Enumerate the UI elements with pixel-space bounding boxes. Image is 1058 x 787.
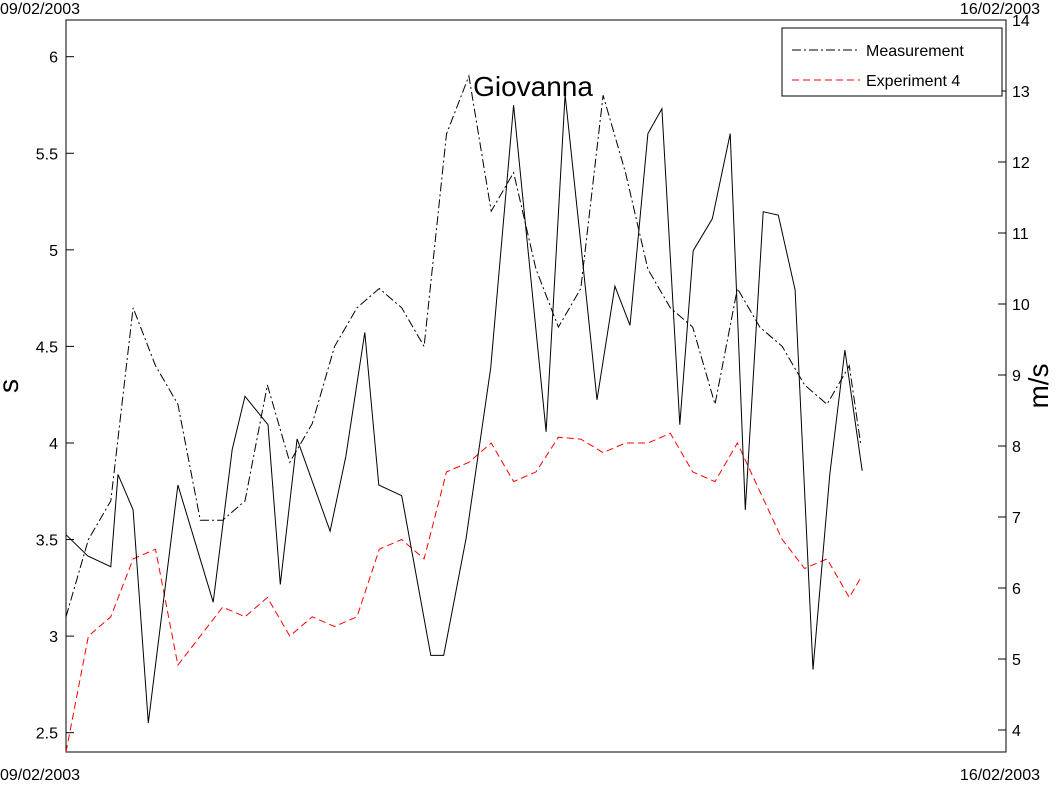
y-tick-label: 5.5	[36, 146, 58, 163]
y2-tick-label: 5	[1012, 652, 1021, 669]
y-tick-label: 6	[49, 50, 58, 67]
series-line	[65, 74, 861, 617]
y-tick-label: 3.5	[36, 533, 58, 550]
y2-tick-label: 10	[1012, 297, 1030, 314]
plot-frame	[65, 19, 1007, 753]
y2-tick-label: 13	[1012, 84, 1030, 101]
annotation: Giovanna	[473, 71, 593, 102]
legend-box	[781, 27, 1003, 97]
y2-tick-label: 9	[1012, 368, 1021, 385]
series-line	[65, 94, 863, 723]
y2-tick-label: 11	[1012, 226, 1029, 243]
y-axis-label: s	[0, 379, 24, 393]
legend-label: Measurement	[866, 43, 964, 60]
y2-tick-label: 7	[1012, 510, 1021, 527]
y2-axis-label: m/s	[1023, 363, 1054, 408]
x-tick-label-top: 16/02/2003	[960, 1, 1040, 18]
series-line	[65, 432, 861, 753]
y-tick-label: 4.5	[36, 339, 58, 356]
y2-tick-label: 14	[1012, 13, 1030, 30]
x-tick-label-top: 09/02/2003	[0, 1, 80, 18]
y2-tick-label: 12	[1012, 155, 1030, 172]
y-tick-label: 3	[49, 629, 58, 646]
x-tick-label-bottom: 16/02/2003	[960, 767, 1040, 782]
y2-tick-label: 4	[1012, 723, 1021, 740]
y2-tick-label: 8	[1012, 439, 1021, 456]
y-tick-label: 5	[49, 243, 58, 260]
legend-label: Experiment 4	[866, 73, 960, 90]
y-tick-label: 2.5	[36, 726, 58, 743]
y2-tick-label: 6	[1012, 581, 1021, 598]
y-tick-label: 4	[49, 436, 58, 453]
x-tick-label-bottom: 09/02/2003	[0, 767, 80, 782]
